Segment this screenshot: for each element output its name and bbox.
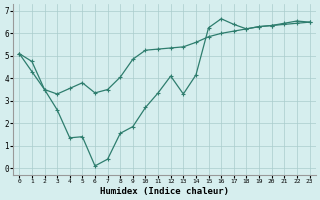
X-axis label: Humidex (Indice chaleur): Humidex (Indice chaleur) [100,187,229,196]
